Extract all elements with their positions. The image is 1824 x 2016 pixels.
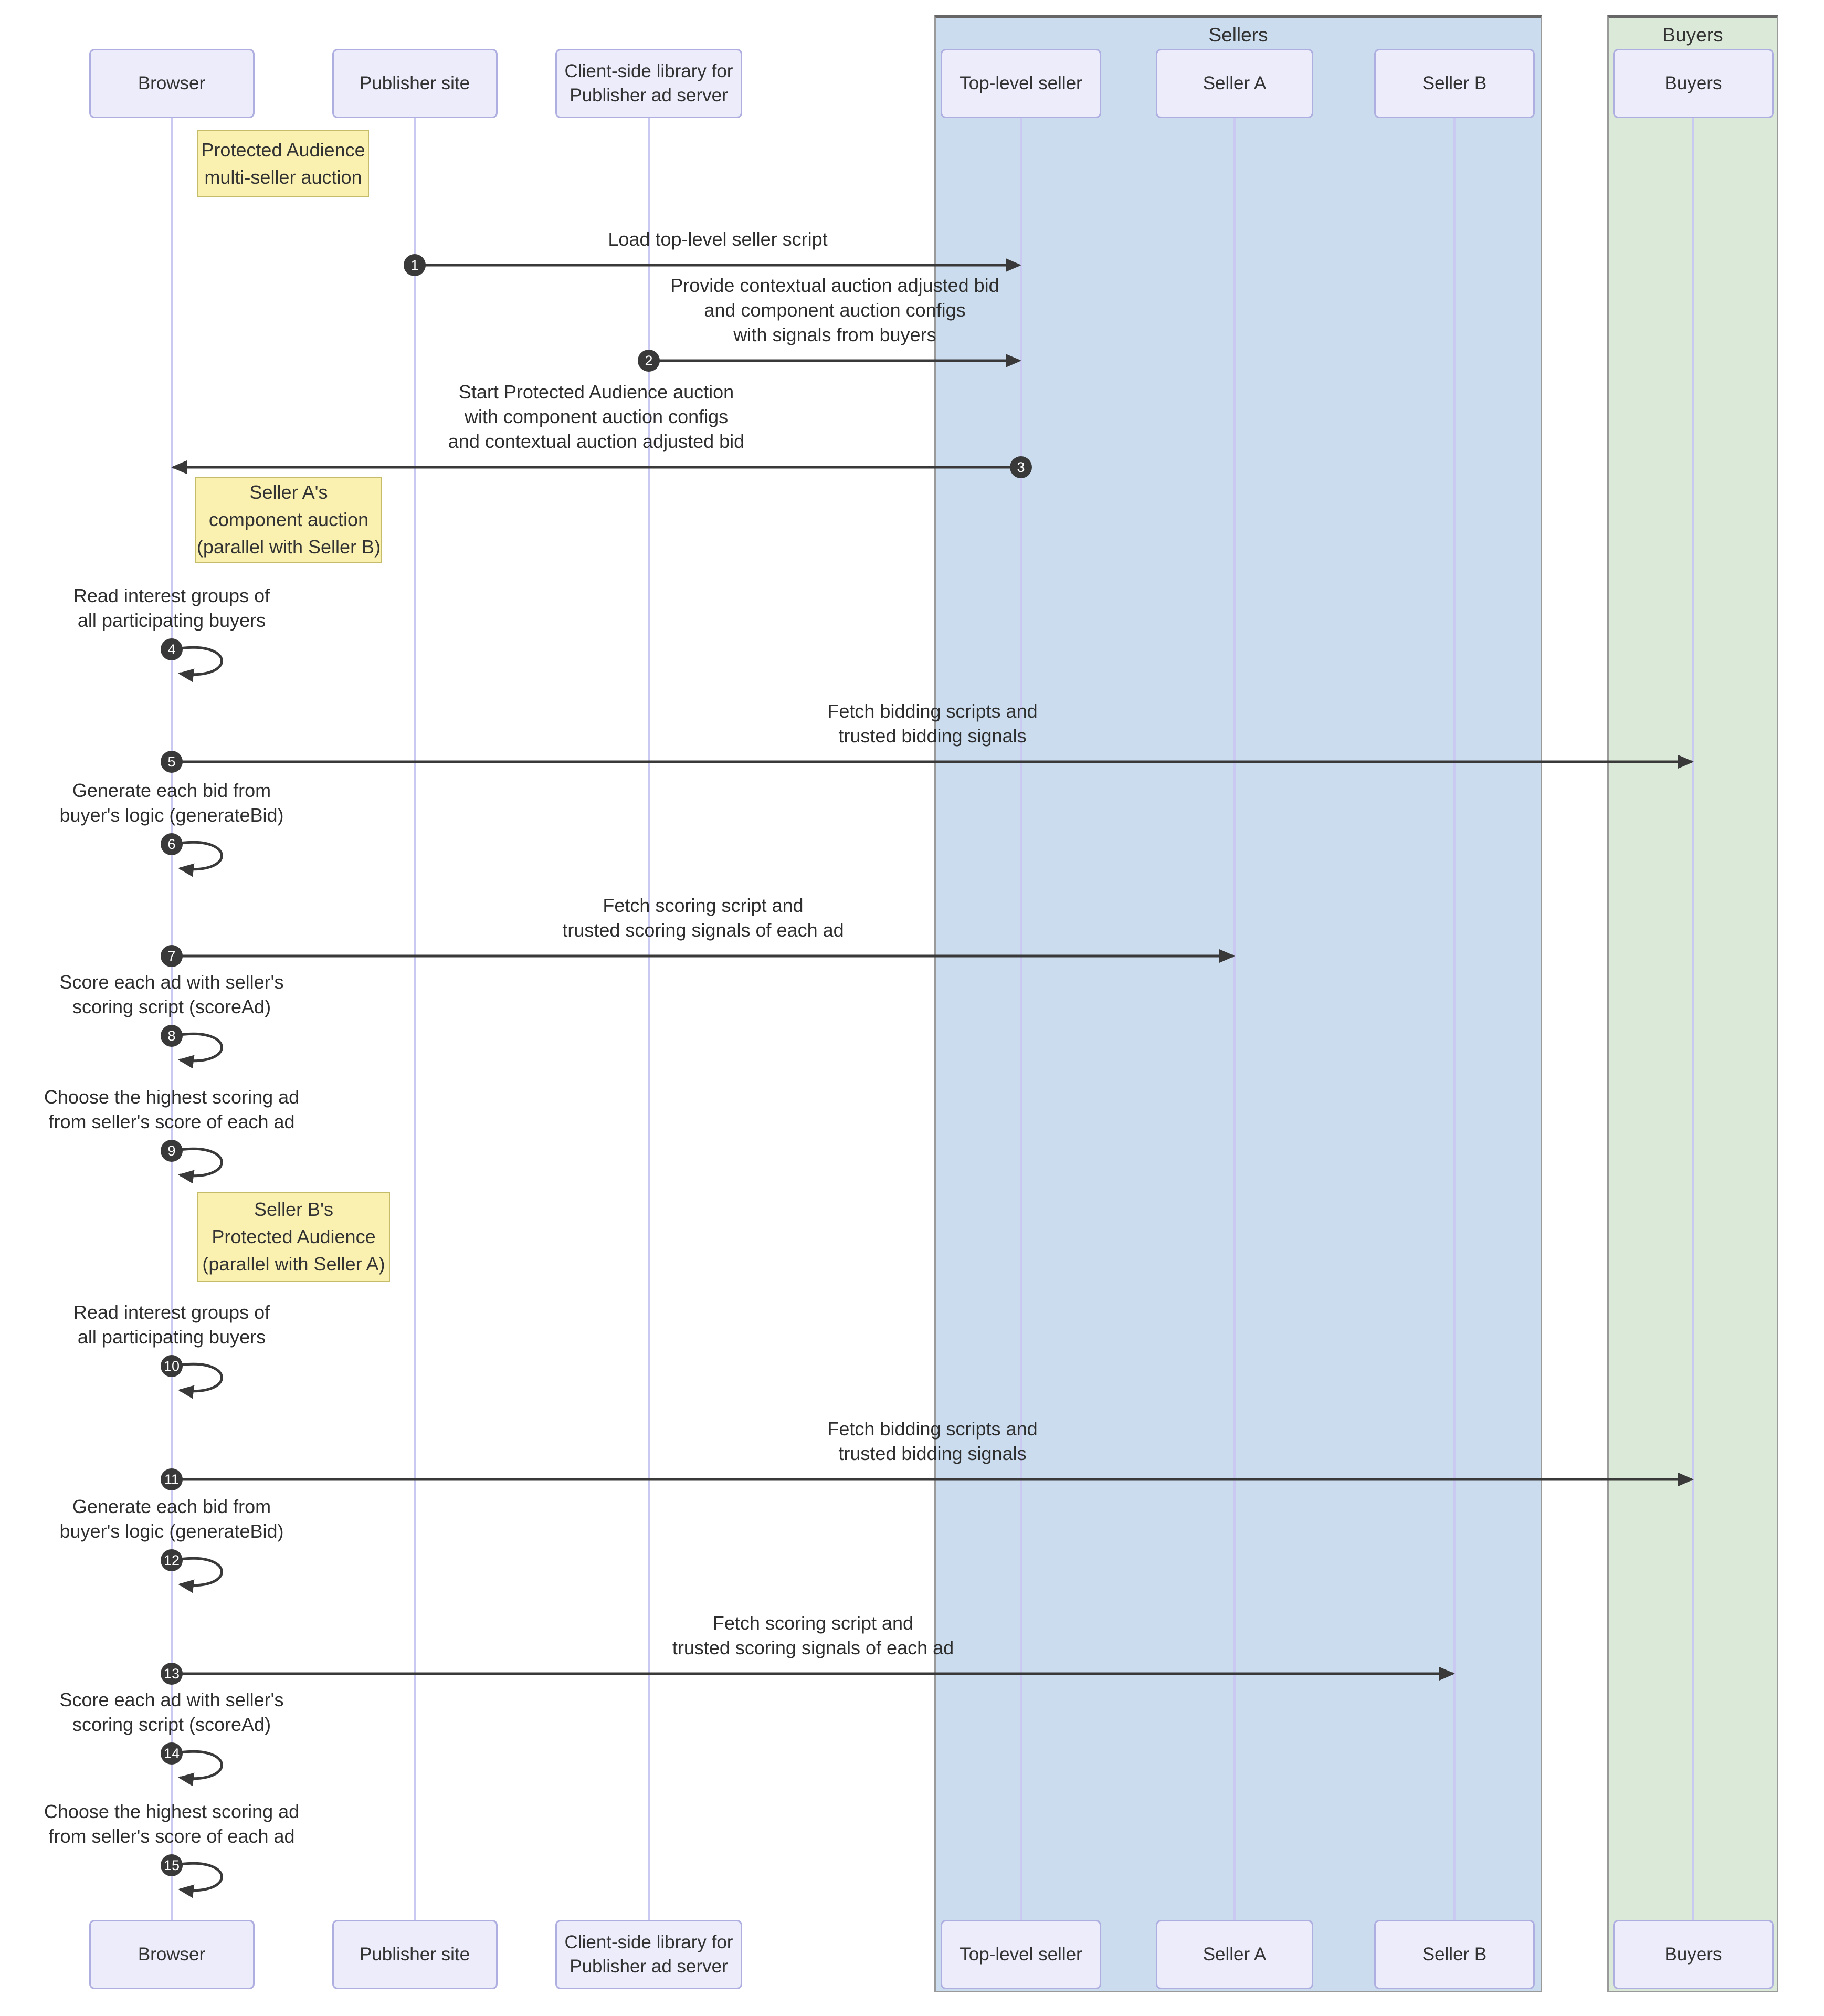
participant-buyersP-bottom: Buyers [1613,1920,1774,1989]
lifeline-browser [171,118,173,1920]
participant-sellerB-top: Seller B [1374,49,1535,118]
message-3-label: Start Protected Audience auction with co… [448,381,745,452]
message-12-number-badge: 12 [161,1549,183,1571]
lifeline-buyersP [1692,118,1694,1920]
message-2-label: Provide contextual auction adjusted bid … [670,275,999,345]
message-9-label: Choose the highest scoring ad from selle… [44,1086,300,1132]
message-10-self-loop [178,1362,223,1399]
message-15-self-loop [178,1862,223,1898]
participant-sellerA-top: Seller A [1156,49,1313,118]
participant-sellerA-bottom: Seller A [1156,1920,1313,1989]
message-3-number-badge: 3 [1010,456,1032,478]
message-4-label: Read interest groups of all participatin… [73,585,270,631]
message-8-label: Score each ad with seller's scoring scri… [59,971,284,1017]
participant-buyersP-top: Buyers [1613,49,1774,118]
participant-publisher-bottom: Publisher site [332,1920,498,1989]
message-8-self-loop [178,1032,223,1069]
message-14-number-badge: 14 [161,1742,183,1765]
participant-adlib-top: Client-side library for Publisher ad ser… [555,49,742,118]
message-1-label: Load top-level seller script [608,228,828,250]
message-7-label: Fetch scoring script and trusted scoring… [562,895,844,941]
message-12-label: Generate each bid from buyer's logic (ge… [59,1496,284,1542]
message-4-number-badge: 4 [161,638,183,660]
group-buyers-label: Buyers [1662,24,1723,46]
participant-topseller-top: Top-level seller [941,49,1101,118]
message-10-label: Read interest groups of all participatin… [73,1301,270,1348]
message-6-label: Generate each bid from buyer's logic (ge… [59,780,284,826]
message-14-label: Score each ad with seller's scoring scri… [59,1689,284,1735]
participant-adlib-bottom: Client-side library for Publisher ad ser… [555,1920,742,1989]
lifeline-adlib [648,118,650,1920]
message-4-self-loop [178,646,223,682]
message-9-number-badge: 9 [161,1140,183,1162]
participant-browser-bottom: Browser [89,1920,255,1989]
message-8-number-badge: 8 [161,1025,183,1047]
message-6-number-badge: 6 [161,833,183,855]
message-10-number-badge: 10 [161,1355,183,1377]
message-7-number-badge: 7 [161,945,183,967]
note-2: Seller A's component auction (parallel w… [195,477,382,563]
message-11-number-badge: 11 [161,1468,183,1490]
participant-topseller-bottom: Top-level seller [941,1920,1101,1989]
message-12-self-loop [178,1557,223,1593]
message-2-number-badge: 2 [638,350,660,372]
message-5-label: Fetch bidding scripts and trusted biddin… [827,700,1038,747]
message-13-label: Fetch scoring script and trusted scoring… [672,1612,954,1658]
note-3: Seller B's Protected Audience (parallel … [197,1192,390,1282]
participant-publisher-top: Publisher site [332,49,498,118]
lifeline-publisher [414,118,416,1920]
message-13-number-badge: 13 [161,1663,183,1685]
message-15-number-badge: 15 [161,1854,183,1876]
message-11-label: Fetch bidding scripts and trusted biddin… [827,1418,1038,1464]
message-14-self-loop [178,1750,223,1787]
message-15-label: Choose the highest scoring ad from selle… [44,1801,300,1847]
note-1: Protected Audience multi-seller auction [197,130,369,197]
participant-sellerB-bottom: Seller B [1374,1920,1535,1989]
lifeline-sellerB [1453,118,1456,1920]
message-1-number-badge: 1 [404,254,426,276]
message-6-self-loop [178,841,223,877]
lifeline-sellerA [1233,118,1236,1920]
participant-browser-top: Browser [89,49,255,118]
message-5-number-badge: 5 [161,751,183,773]
group-sellers: Sellers [934,15,1542,1992]
lifeline-topseller [1020,118,1022,1920]
message-9-self-loop [178,1147,223,1184]
group-sellers-label: Sellers [1208,24,1268,46]
